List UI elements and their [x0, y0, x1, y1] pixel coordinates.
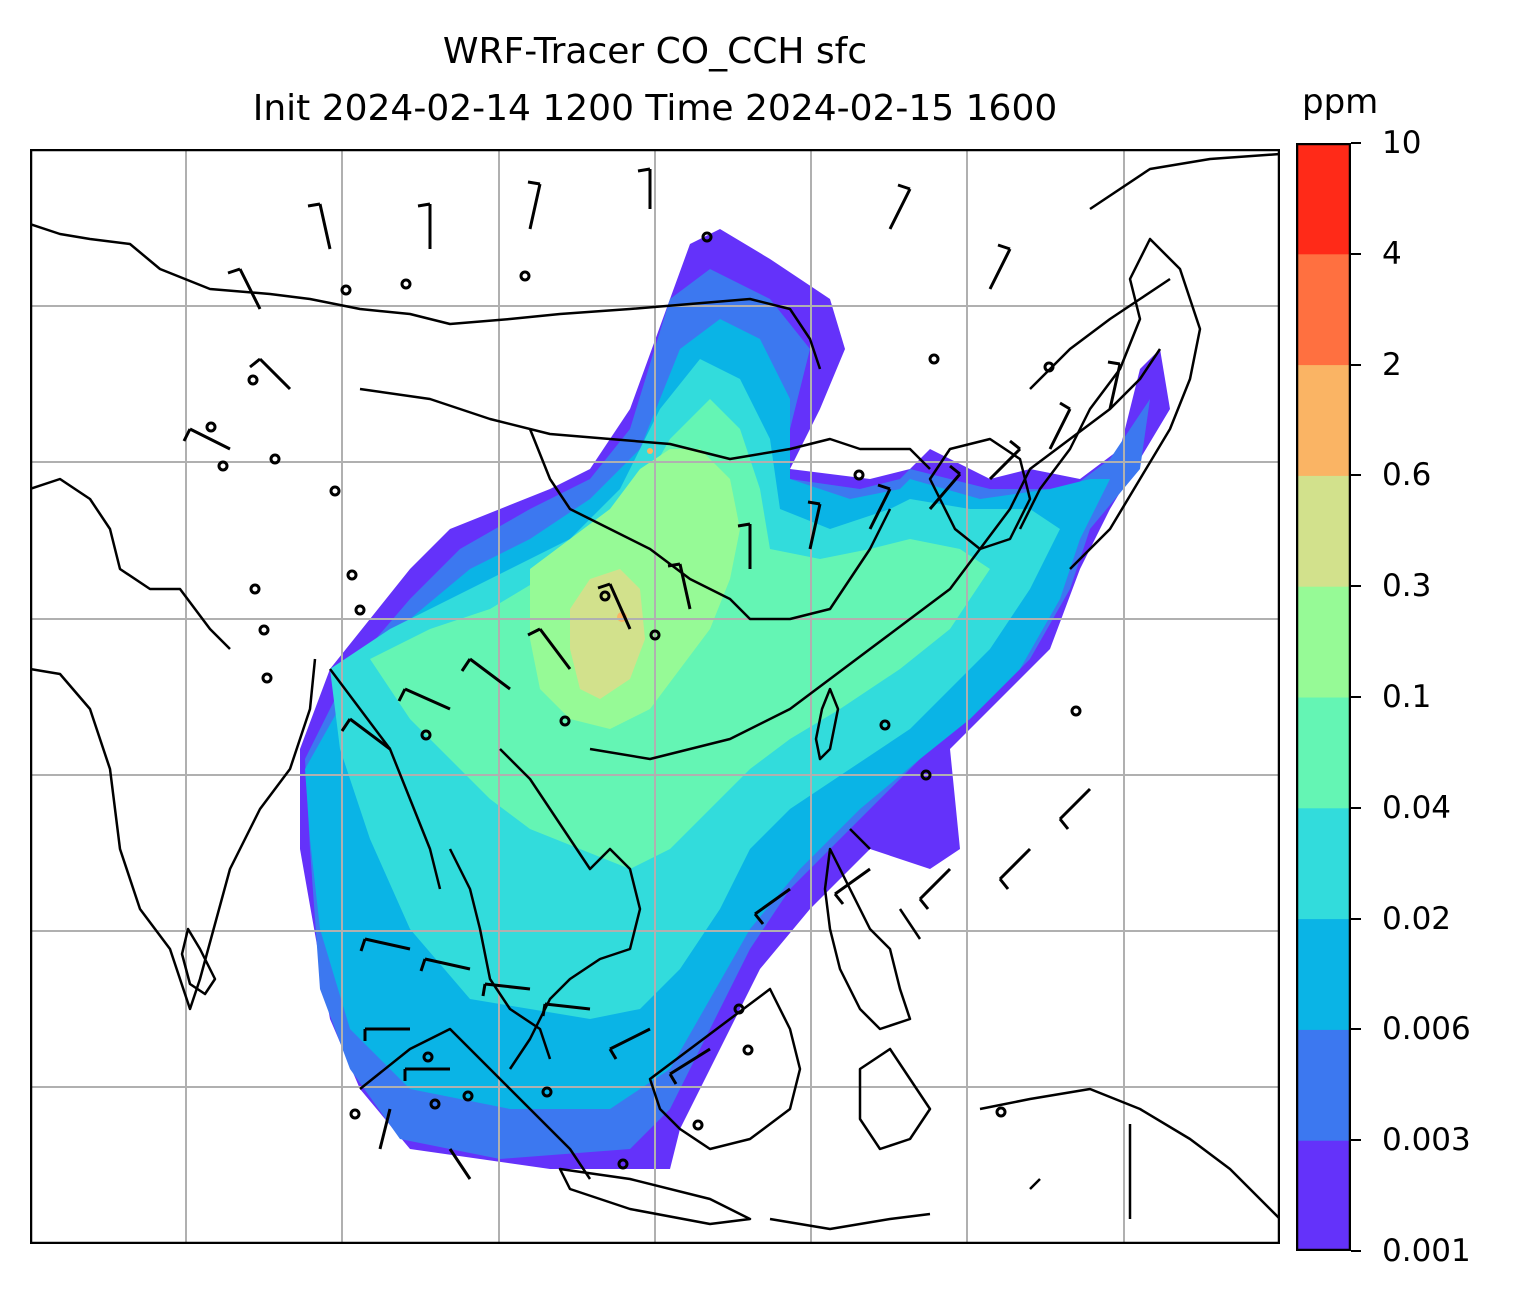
colorbar-tick-label: 0.6: [1382, 457, 1432, 494]
arabian-sea-coast: [30, 477, 231, 650]
colorbar-band-6: [1296, 475, 1351, 587]
java-island: [558, 1167, 752, 1226]
russia-east-coast: [1029, 152, 1280, 390]
colorbar-tick-label: 0.1: [1382, 679, 1432, 715]
sri-lanka-coastline: [180, 927, 217, 996]
colorbar-tick: [1351, 585, 1361, 588]
tracer-level-0.6-spot: [647, 448, 653, 454]
colorbar-tick: [1351, 917, 1361, 920]
colorbar-tick: [1351, 363, 1361, 366]
colorbar-tick-label: 0.001: [1382, 1233, 1471, 1269]
colorbar-tick-label: 0.003: [1382, 1122, 1471, 1159]
map-plot-area: [30, 149, 1280, 1244]
philippines-islands: [823, 828, 922, 1031]
colorbar-tick: [1351, 252, 1361, 255]
colorbar-units-label: ppm: [1302, 82, 1379, 122]
colorbar-tick-label: 10: [1382, 125, 1422, 161]
colorbar-tick-label: 0.02: [1382, 900, 1452, 937]
colorbar-border: [1296, 143, 1351, 1251]
china-north-border: [359, 387, 931, 470]
coastlines-and-borders: [30, 152, 1280, 1231]
china-south-coast: [589, 348, 1162, 761]
colorbar-band-0: [1296, 1140, 1351, 1251]
myanmar-coast: [329, 668, 442, 890]
china-inner-border: [528, 428, 892, 621]
colorbar-band-8: [1296, 253, 1351, 366]
map-border: [30, 149, 1280, 1244]
colorbar-tick: [1351, 1139, 1361, 1142]
colorbar-tick: [1351, 474, 1361, 477]
colorbar-tick: [1351, 1250, 1361, 1252]
japan-islands: [1018, 237, 1202, 570]
malay-peninsula: [448, 848, 552, 1060]
colorbar-tick-label: 2: [1382, 346, 1402, 383]
map-title-line-1: WRF-Tracer CO_CCH sfc: [442, 31, 868, 72]
colorbar-tick: [1351, 1028, 1361, 1031]
colorbar-band-3: [1296, 807, 1351, 920]
map-gridlines: [30, 149, 1280, 1244]
colorbar-tick-label: 0.006: [1382, 1011, 1471, 1048]
sulawesi-island: [858, 1047, 932, 1151]
map-title-line-2: Init 2024-02-14 1200 Time 2024-02-15 160…: [252, 88, 1058, 129]
colorbar-band-5: [1296, 586, 1351, 698]
colorbar-tick: [1351, 806, 1361, 809]
sumatra-island: [359, 1027, 592, 1180]
colorbar: [1296, 143, 1351, 1251]
colorbar-band-4: [1296, 697, 1351, 809]
colorbar-band-1: [1296, 1029, 1351, 1141]
taiwan-island: [814, 687, 840, 761]
himalaya-border: [30, 222, 822, 370]
tracer-concentration-field: [300, 229, 1170, 1169]
india-coastline: [30, 658, 317, 1011]
borneo-island: [648, 987, 802, 1151]
colorbar-tick: [1351, 696, 1361, 698]
colorbar-band-7: [1296, 364, 1351, 476]
colorbar-tick-label: 0.04: [1382, 789, 1452, 826]
wind-barbs: [182, 167, 1122, 1180]
lesser-sunda-islands: [769, 1178, 1041, 1231]
colorbar-bands: [1296, 143, 1351, 1251]
indochina-coast: [499, 748, 642, 1070]
calm-wind-markers: [205, 231, 1082, 1170]
new-guinea-coast: [979, 1087, 1280, 1220]
colorbar-tick-label: 4: [1382, 235, 1402, 272]
korea-peninsula: [928, 437, 1032, 551]
colorbar-tick-label: 0.3: [1382, 568, 1432, 605]
colorbar-band-9: [1296, 143, 1351, 255]
colorbar-band-2: [1296, 918, 1351, 1030]
tracer-level-0.3: [570, 569, 645, 699]
colorbar-tick: [1351, 142, 1361, 144]
